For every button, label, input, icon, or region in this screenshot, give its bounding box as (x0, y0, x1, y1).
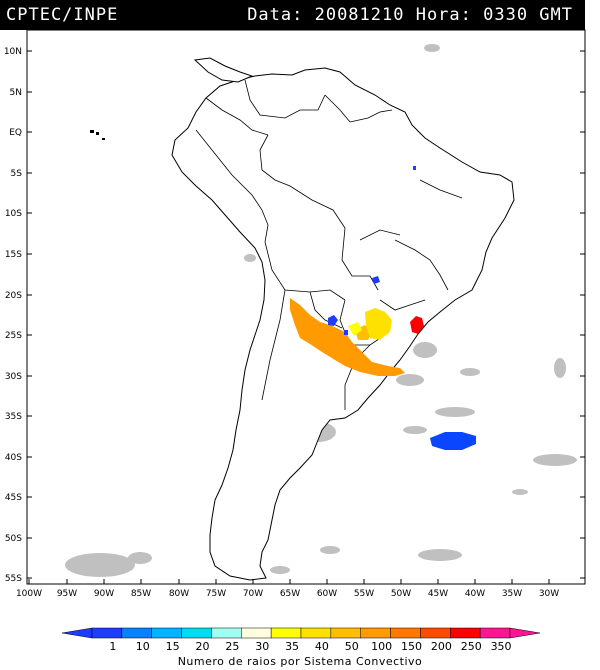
legend-label: 15 (166, 640, 180, 653)
lon-label: 95W (57, 589, 77, 599)
system-blue-atlantic (430, 432, 476, 450)
lon-label: 65W (280, 589, 300, 599)
legend-swatch (479, 627, 511, 639)
legend-label: 20 (196, 640, 210, 653)
convective-systems-layer (290, 166, 476, 450)
system-blue-north (372, 276, 380, 284)
legend-arrow-low (61, 627, 93, 639)
lon-label: 90W (94, 589, 114, 599)
galapagos-islands (90, 130, 105, 140)
lon-label: 75W (206, 589, 226, 599)
lon-label: 70W (243, 589, 263, 599)
system-blue-ne (413, 166, 416, 170)
header-agency-title: CPTEC/INPE (6, 5, 119, 25)
legend-swatch (91, 627, 123, 639)
legend-label: 30 (255, 640, 269, 653)
legend-label: 250 (461, 640, 482, 653)
legend-label: 200 (431, 640, 452, 653)
south-america-coastline (171, 67, 515, 581)
map-header: CPTEC/INPE Data: 20081210 Hora: 0330 GMT (0, 0, 585, 30)
legend-swatch (420, 627, 451, 639)
system-yellow-small (348, 322, 362, 336)
lon-label: 50W (391, 589, 411, 599)
lat-label: 5N (10, 88, 22, 98)
lon-label: 60W (317, 589, 337, 599)
legend-title: Numero de raios por Sistema Convectivo (177, 655, 423, 668)
lon-label: 100W (16, 589, 42, 599)
lon-label: 40W (465, 589, 485, 599)
system-orange-large (290, 298, 405, 376)
lat-label: 15S (5, 250, 22, 260)
lat-label: 20S (5, 291, 22, 301)
legend-label: 1 (109, 640, 116, 653)
lat-label: 40S (5, 453, 22, 463)
legend-label: 25 (225, 640, 239, 653)
legend-swatch (450, 627, 481, 639)
lon-label: 55W (354, 589, 374, 599)
legend-label: 35 (285, 640, 299, 653)
legend-label: 100 (371, 640, 392, 653)
lat-label: EQ (9, 128, 22, 138)
lat-label: 25S (5, 331, 22, 341)
lat-label: 10N (4, 47, 22, 57)
legend-swatch (390, 627, 421, 639)
legend-label: 350 (491, 640, 512, 653)
central-america-coastline (193, 57, 254, 83)
legend-swatch (330, 627, 361, 639)
lat-label: 30S (5, 372, 22, 382)
legend-label: 150 (401, 640, 422, 653)
system-blue-paraguay (328, 315, 338, 326)
lightning-count-legend: 1 10 15 20 25 30 35 40 50 100 150 200 250 350 (61, 627, 541, 653)
latitude-axis: 10N 5N EQ 5S 10S 15S 20S 25S 30S 35S 40S… (4, 47, 585, 584)
longitude-axis: 100W 95W 90W 85W 80W 75W 70W 65W 60W 55W… (16, 579, 559, 599)
lon-label: 80W (169, 589, 189, 599)
legend-arrow-high (509, 627, 541, 639)
legend-swatch (270, 627, 302, 639)
system-yellow-center (365, 308, 392, 340)
legend-swatch (300, 627, 332, 639)
lat-label: 10S (5, 209, 22, 219)
legend-label: 40 (315, 640, 329, 653)
lat-label: 45S (5, 493, 22, 503)
lat-label: 5S (11, 169, 23, 179)
legend-swatch (211, 627, 242, 639)
legend-swatch (151, 627, 182, 639)
legend-swatch (181, 627, 212, 639)
header-datetime: Data: 20081210 Hora: 0330 GMT (247, 5, 573, 25)
country-borders (195, 79, 463, 410)
legend-swatch (360, 627, 391, 639)
lat-label: 35S (5, 412, 22, 422)
lon-label: 30W (539, 589, 559, 599)
lat-label: 55S (5, 574, 22, 584)
system-blue-tiny (344, 330, 348, 335)
lon-label: 35W (502, 589, 522, 599)
legend-swatch (241, 627, 272, 639)
lon-label: 45W (428, 589, 448, 599)
legend-label: 50 (345, 640, 359, 653)
legend-label: 10 (136, 640, 150, 653)
legend-swatch (121, 627, 152, 639)
lon-label: 85W (131, 589, 151, 599)
system-red-southeast (410, 316, 424, 334)
lat-label: 50S (5, 534, 22, 544)
